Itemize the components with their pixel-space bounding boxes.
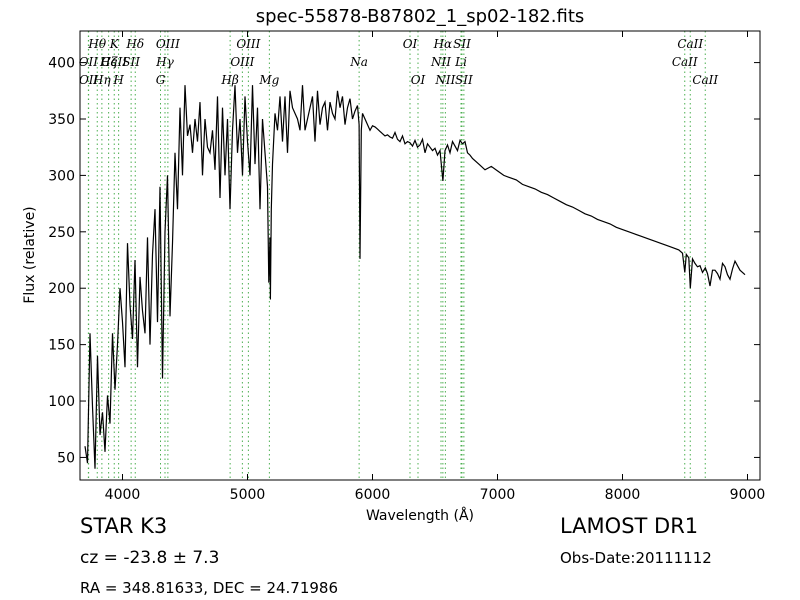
- y-tick-label-5: 300: [48, 168, 75, 184]
- line-label-14: Na: [349, 55, 368, 69]
- line-label-28: Hζ: [99, 55, 118, 69]
- line-label-29: CaII: [101, 55, 127, 69]
- x-tick-label-5: 9000: [730, 487, 766, 503]
- x-tick-label-0: 4000: [105, 487, 141, 503]
- line-label-11: SII: [122, 55, 140, 69]
- line-label-0: Hθ: [87, 37, 106, 51]
- line-label-20: H: [112, 73, 124, 87]
- line-label-26: SII: [455, 73, 473, 87]
- line-label-19: Hη: [92, 73, 111, 87]
- x-axis-label: Wavelength (Å): [366, 507, 474, 524]
- y-axis-label: Flux (relative): [22, 206, 38, 303]
- line-label-23: Mg: [258, 73, 279, 87]
- line-label-8: CaII: [677, 37, 703, 51]
- y-tick-label-3: 200: [48, 281, 75, 297]
- observation-date: Obs-Date:20111112: [560, 549, 712, 567]
- line-label-2: Hδ: [125, 37, 144, 51]
- y-tick-label-6: 350: [48, 112, 75, 128]
- chart-title: spec-55878-B87802_1_sp02-182.fits: [256, 6, 585, 27]
- x-tick-label-2: 6000: [355, 487, 391, 503]
- line-label-5: OI: [403, 37, 418, 51]
- line-label-3: OIII: [156, 37, 180, 51]
- x-axis-ticks: 4000 5000 6000 7000 8000 9000: [105, 31, 766, 503]
- line-label-22: Hβ: [220, 73, 238, 87]
- line-label-16: Li: [454, 55, 467, 69]
- line-label-7: SII: [453, 37, 471, 51]
- x-tick-label-4: 8000: [605, 487, 641, 503]
- line-label-25: NII: [434, 73, 455, 87]
- y-tick-label-7: 400: [48, 56, 75, 72]
- object-class: STAR K3: [80, 514, 168, 538]
- x-tick-label-1: 5000: [230, 487, 266, 503]
- line-markers: [87, 31, 706, 480]
- line-label-18: OII: [79, 73, 99, 87]
- line-label-12: Hγ: [155, 55, 174, 69]
- line-label-6: Hα: [433, 37, 453, 51]
- x-tick-label-3: 7000: [480, 487, 516, 503]
- y-tick-label-1: 100: [48, 394, 75, 410]
- line-label-21: G: [156, 73, 166, 87]
- line-label-24: OI: [411, 73, 426, 87]
- y-axis-ticks: 50 100 150 200 250 300 350 400: [48, 56, 760, 466]
- line-label-10: Hϵ: [99, 55, 117, 69]
- redshift-cz: cz = -23.8 ± 7.3: [80, 548, 220, 568]
- plot-frame: [79, 30, 761, 481]
- line-label-4: OIII: [236, 37, 260, 51]
- line-label-1: K: [109, 37, 120, 51]
- line-label-13: OIII: [230, 55, 254, 69]
- line-label-27: CaII: [692, 73, 718, 87]
- spectrum-line: [84, 85, 746, 469]
- survey-name: LAMOST DR1: [560, 514, 699, 538]
- line-label-17: CaII: [672, 55, 698, 69]
- y-tick-label-0: 50: [57, 450, 75, 466]
- ra-dec: RA = 348.81633, DEC = 24.71986: [80, 579, 339, 597]
- line-label-15: NII: [430, 55, 451, 69]
- line-label-9: OII: [79, 55, 99, 69]
- y-tick-label-2: 150: [48, 338, 75, 354]
- y-tick-label-4: 250: [48, 225, 75, 241]
